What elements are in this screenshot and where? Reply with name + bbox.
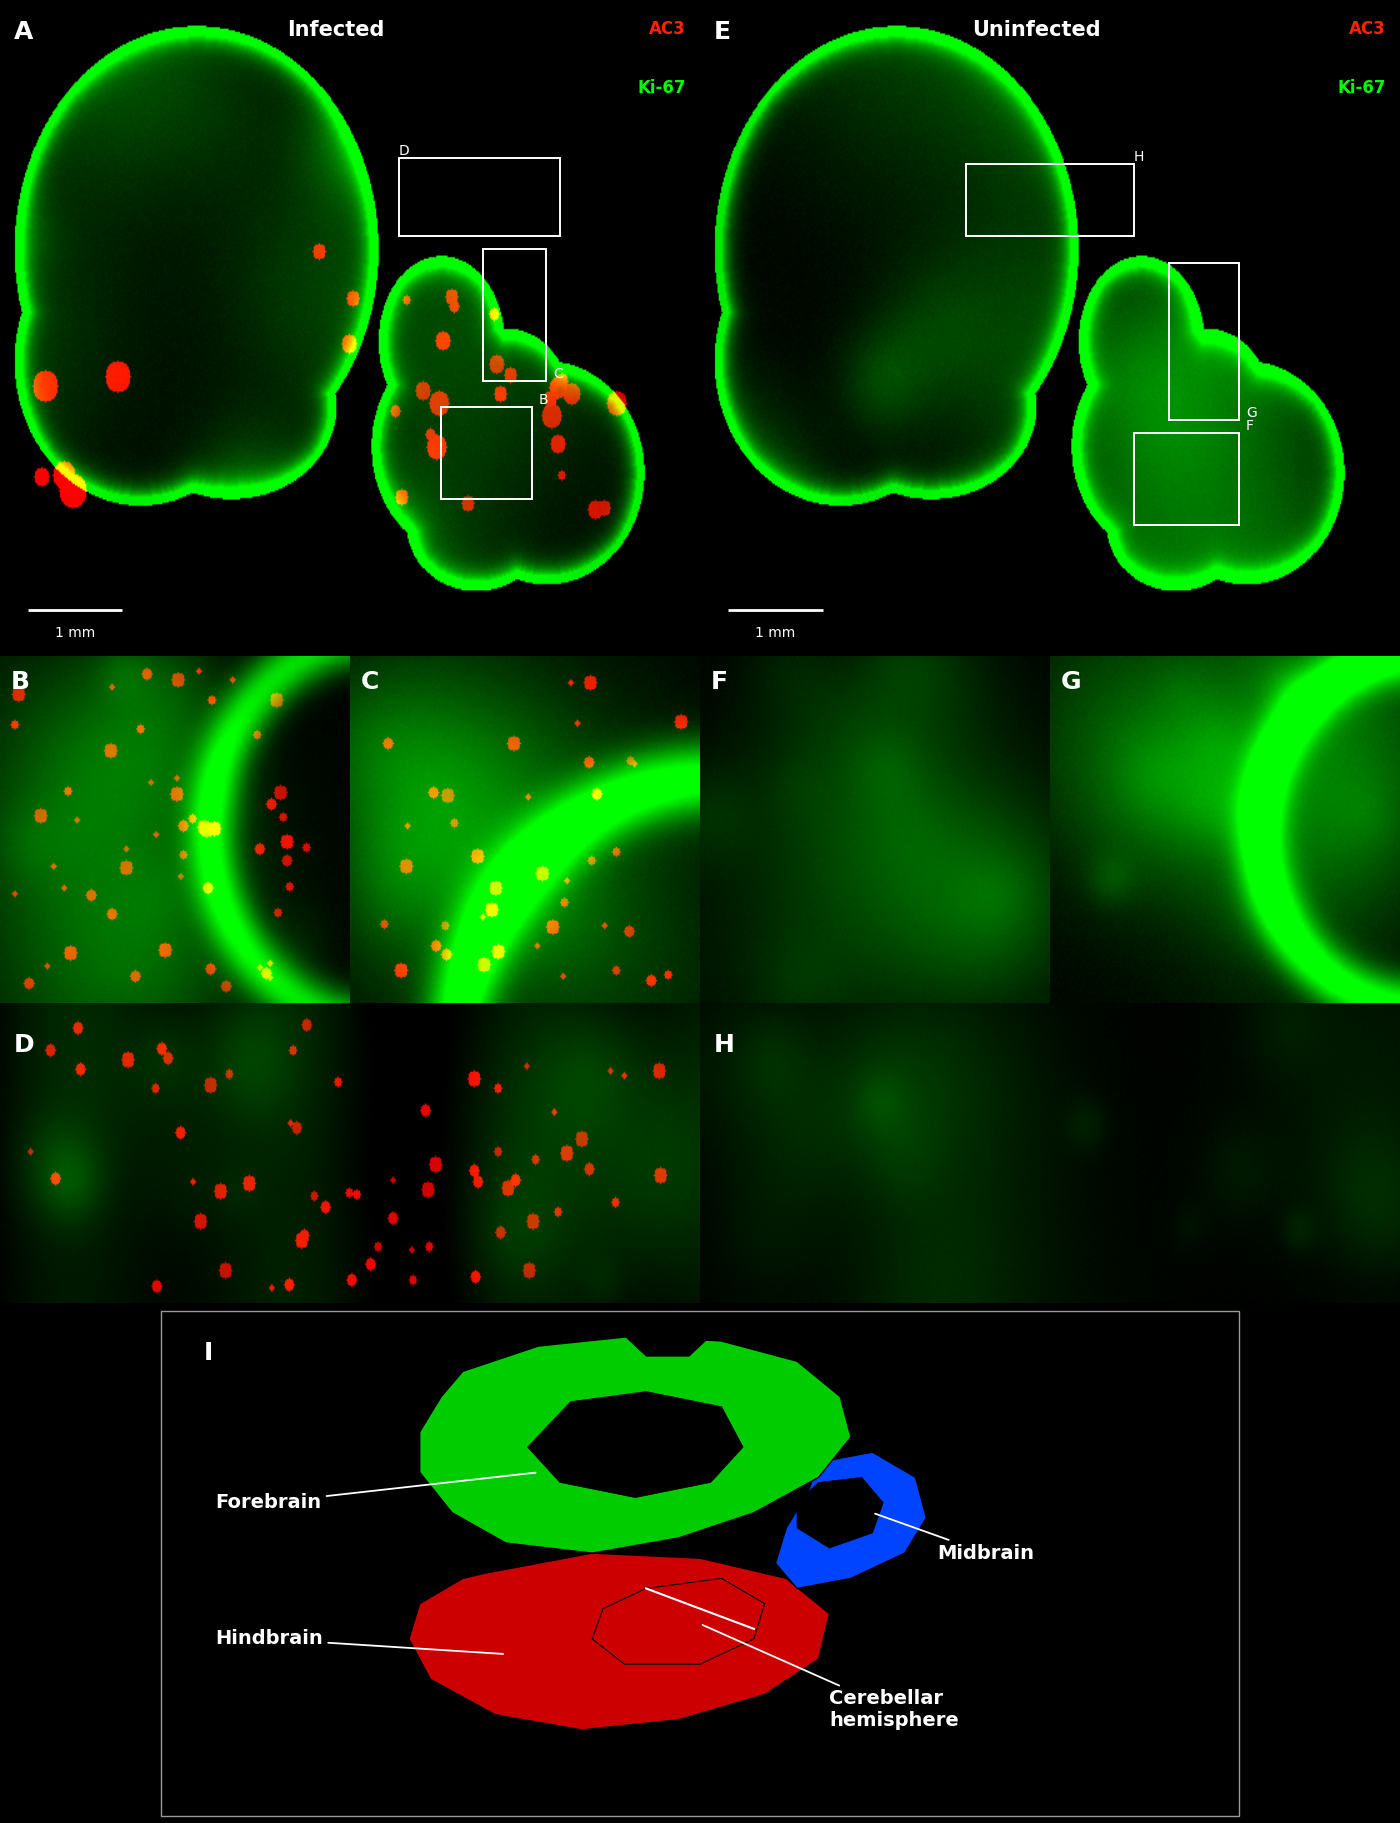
Text: Uninfected: Uninfected bbox=[972, 20, 1100, 40]
Bar bbox=[399, 157, 560, 237]
Bar bbox=[1134, 434, 1239, 525]
Bar bbox=[1169, 263, 1239, 419]
Text: Cerebellar
hemisphere: Cerebellar hemisphere bbox=[703, 1624, 959, 1730]
Text: H: H bbox=[1134, 149, 1144, 164]
Bar bbox=[483, 250, 546, 381]
Text: D: D bbox=[14, 1032, 35, 1057]
Text: Infected: Infected bbox=[287, 20, 385, 40]
Text: Ki-67: Ki-67 bbox=[637, 78, 686, 97]
Polygon shape bbox=[776, 1453, 927, 1588]
Text: Ki-67: Ki-67 bbox=[1337, 78, 1386, 97]
Text: E: E bbox=[714, 20, 731, 44]
Polygon shape bbox=[624, 1325, 711, 1356]
Polygon shape bbox=[409, 1553, 829, 1730]
Text: Hindbrain: Hindbrain bbox=[216, 1630, 503, 1653]
Text: AC3: AC3 bbox=[650, 20, 686, 38]
Text: D: D bbox=[399, 144, 410, 157]
Text: Midbrain: Midbrain bbox=[875, 1513, 1035, 1562]
Text: C: C bbox=[553, 366, 563, 381]
Text: 1 mm: 1 mm bbox=[56, 625, 95, 640]
Text: A: A bbox=[14, 20, 34, 44]
Text: 1 mm: 1 mm bbox=[756, 625, 795, 640]
Text: B: B bbox=[11, 671, 29, 695]
Text: C: C bbox=[361, 671, 379, 695]
Text: F: F bbox=[1246, 419, 1254, 434]
Polygon shape bbox=[797, 1477, 883, 1548]
Text: Forebrain: Forebrain bbox=[216, 1473, 536, 1511]
Text: I: I bbox=[204, 1342, 213, 1365]
Text: H: H bbox=[714, 1032, 735, 1057]
Text: G: G bbox=[1061, 671, 1081, 695]
Text: G: G bbox=[1246, 407, 1257, 419]
Text: B: B bbox=[539, 394, 549, 407]
Polygon shape bbox=[592, 1579, 764, 1664]
Bar bbox=[966, 164, 1134, 237]
Text: F: F bbox=[710, 671, 728, 695]
Bar bbox=[441, 407, 532, 500]
Polygon shape bbox=[528, 1391, 743, 1497]
Polygon shape bbox=[420, 1336, 851, 1553]
Text: AC3: AC3 bbox=[1350, 20, 1386, 38]
